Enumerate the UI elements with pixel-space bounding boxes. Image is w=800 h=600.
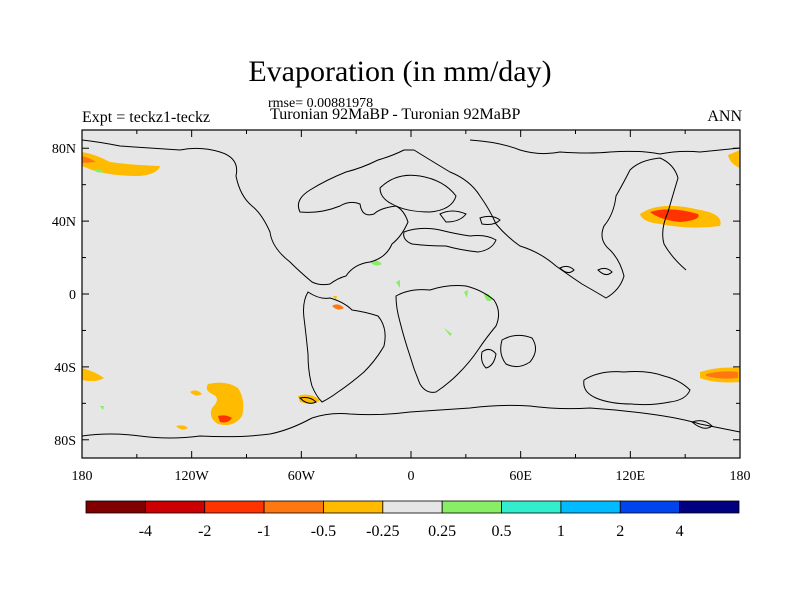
anomaly-patches bbox=[82, 150, 740, 430]
colorbar-box bbox=[263, 500, 324, 514]
map-area bbox=[82, 130, 740, 458]
patch-nh-ocean-core bbox=[650, 209, 699, 222]
longitude-labels: 180 120W 60W 0 60E 120E 180 bbox=[72, 469, 751, 484]
coast-europe-3 bbox=[479, 215, 501, 225]
coast-madagascar bbox=[481, 348, 497, 369]
colorbar-label: 0.5 bbox=[492, 523, 512, 540]
patch-south-west bbox=[82, 368, 104, 382]
patch-green-mid bbox=[464, 290, 468, 298]
lon-tick-label: 180 bbox=[730, 469, 751, 484]
coast-europe-2 bbox=[439, 210, 467, 223]
coast-island-1 bbox=[597, 267, 613, 276]
colorbar-box bbox=[144, 500, 206, 514]
colorbar-label: -4 bbox=[139, 523, 152, 540]
coast-island-3 bbox=[690, 420, 713, 429]
colorbar-box bbox=[619, 500, 681, 514]
coastlines bbox=[81, 139, 741, 439]
patch-green-south2 bbox=[100, 406, 104, 410]
colorbar-label: 4 bbox=[676, 523, 684, 540]
coast-island-2 bbox=[559, 265, 575, 274]
colorbar-box bbox=[560, 500, 621, 514]
lon-tick-label: 0 bbox=[408, 469, 415, 484]
coast-india bbox=[500, 334, 536, 368]
latitude-labels: 80N 40N 0 40S 80S bbox=[52, 142, 76, 449]
tick-marks bbox=[81, 130, 741, 458]
patch-green-south bbox=[444, 328, 452, 336]
colorbar-label: 1 bbox=[557, 523, 565, 540]
colorbar-label: 0.25 bbox=[428, 523, 456, 540]
coast-africa bbox=[395, 285, 500, 393]
patch-equator-small bbox=[332, 304, 344, 310]
colorbar-box bbox=[441, 500, 502, 514]
coast-europe bbox=[403, 227, 497, 253]
patch-green-east bbox=[484, 293, 492, 302]
patch-small-1 bbox=[190, 390, 202, 396]
patch-equator-small-2 bbox=[333, 296, 337, 300]
patch-south-pacific-core bbox=[218, 415, 232, 423]
coast-australia bbox=[583, 371, 691, 406]
coast-south-america bbox=[303, 291, 386, 403]
patch-arctic-west-core bbox=[82, 156, 96, 163]
colorbar-label: -2 bbox=[198, 523, 211, 540]
colorbar-box bbox=[382, 500, 443, 514]
colorbar-label: -0.5 bbox=[311, 523, 336, 540]
rmse-label: rmse= 0.00881978 bbox=[268, 96, 374, 111]
lon-tick-label: 120E bbox=[616, 469, 646, 484]
coast-asia bbox=[413, 149, 687, 299]
lat-tick-label: 0 bbox=[69, 288, 76, 303]
colorbar-label: 2 bbox=[616, 523, 624, 540]
colorbar-label: -1 bbox=[257, 523, 270, 540]
colorbar-box bbox=[501, 500, 562, 514]
lon-tick-label: 120W bbox=[175, 469, 210, 484]
season-label: ANN bbox=[707, 108, 742, 125]
colorbar-box bbox=[323, 500, 384, 514]
colorbar bbox=[85, 500, 740, 514]
lat-tick-label: 40S bbox=[54, 361, 76, 376]
coast-north-west bbox=[81, 139, 414, 286]
colorbar-box bbox=[85, 500, 146, 514]
experiment-label: Expt = teckz1-teckz bbox=[82, 109, 211, 126]
coast-arctic-east bbox=[469, 139, 741, 155]
period-label: Turonian 92MaBP - Turonian 92MaBP bbox=[270, 106, 521, 123]
coast-antarctica-west bbox=[81, 417, 313, 439]
lat-tick-label: 40N bbox=[52, 215, 76, 230]
patch-green-arctic bbox=[94, 169, 104, 173]
patch-arctic-east bbox=[728, 150, 740, 168]
coast-antarctica bbox=[311, 404, 741, 433]
patch-green-africa bbox=[396, 280, 400, 288]
patch-south-east-core bbox=[706, 371, 738, 379]
patch-south-pacific bbox=[206, 382, 244, 425]
coast-greenland bbox=[379, 174, 457, 213]
map-title: Evaporation (in mm/day) bbox=[248, 55, 552, 88]
lat-tick-label: 80N bbox=[52, 142, 76, 157]
colorbar-labels: -4 -2 -1 -0.5 -0.25 0.25 0.5 1 2 4 bbox=[139, 523, 684, 540]
colorbar-label: -0.25 bbox=[366, 523, 399, 540]
lon-tick-label: 180 bbox=[72, 469, 93, 484]
colorbar-box bbox=[204, 500, 265, 514]
patch-arctic-west bbox=[82, 152, 160, 176]
patch-small-2 bbox=[176, 425, 188, 430]
colorbar-box bbox=[679, 500, 740, 514]
lat-tick-label: 80S bbox=[54, 434, 76, 449]
patch-green-tethys bbox=[370, 260, 382, 266]
coast-island-4 bbox=[298, 397, 317, 404]
lon-tick-label: 60E bbox=[509, 469, 532, 484]
lon-tick-label: 60W bbox=[288, 469, 316, 484]
